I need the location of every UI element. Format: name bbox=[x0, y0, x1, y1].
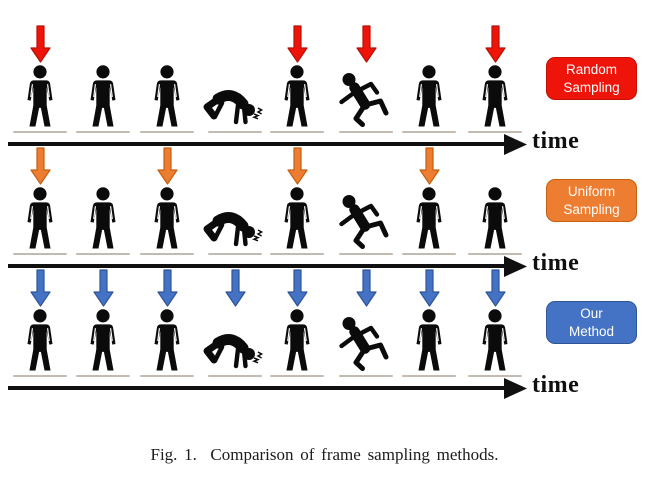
frame-ground-line bbox=[270, 131, 324, 133]
person-standing-icon bbox=[482, 187, 508, 249]
person-standing-icon bbox=[482, 65, 508, 127]
frame-ground-line bbox=[208, 375, 262, 377]
row-our-method: time Our Method bbox=[0, 269, 649, 404]
sample-arrow-icon bbox=[156, 147, 178, 185]
frame-ground-line bbox=[13, 131, 67, 133]
frame-ground-line bbox=[339, 253, 393, 255]
sample-arrow-icon bbox=[29, 25, 51, 63]
person-falling-icon bbox=[339, 317, 389, 371]
frame-ground-line bbox=[140, 131, 194, 133]
method-label-line: Method bbox=[568, 323, 615, 339]
time-axis-arrowhead-icon bbox=[504, 256, 527, 277]
frame-ground-line bbox=[13, 253, 67, 255]
time-axis-label: time bbox=[532, 372, 580, 398]
method-label-line: Random bbox=[565, 62, 618, 78]
frame-ground-line bbox=[339, 375, 393, 377]
method-label-line: Uniform bbox=[567, 184, 616, 200]
frame-ground-line bbox=[76, 375, 130, 377]
person-fallen-icon bbox=[203, 212, 264, 247]
frame-ground-line bbox=[468, 131, 522, 133]
person-standing-icon bbox=[284, 65, 310, 127]
method-label-random-sampling: Random Sampling bbox=[546, 57, 637, 100]
sample-arrow-icon bbox=[355, 269, 377, 307]
sample-arrow-icon bbox=[286, 147, 308, 185]
person-standing-icon bbox=[27, 65, 53, 127]
person-standing-icon bbox=[416, 187, 442, 249]
row-uniform-sampling: time Uniform Sampling bbox=[0, 147, 649, 282]
frame-ground-line bbox=[402, 131, 456, 133]
person-standing-icon bbox=[154, 187, 180, 249]
frame-ground-line bbox=[13, 375, 67, 377]
time-axis-label: time bbox=[532, 250, 580, 276]
sample-arrow-icon bbox=[355, 25, 377, 63]
person-standing-icon bbox=[27, 309, 53, 371]
frame-ground-line bbox=[468, 375, 522, 377]
frame-ground-line bbox=[208, 253, 262, 255]
person-standing-icon bbox=[154, 309, 180, 371]
frame-ground-line bbox=[76, 253, 130, 255]
sample-arrow-icon bbox=[484, 25, 506, 63]
person-standing-icon bbox=[90, 187, 116, 249]
person-standing-icon bbox=[482, 309, 508, 371]
frames-strip bbox=[0, 25, 649, 160]
frame-ground-line bbox=[270, 375, 324, 377]
person-standing-icon bbox=[154, 65, 180, 127]
person-standing-icon bbox=[90, 309, 116, 371]
time-axis-arrowhead-icon bbox=[504, 134, 527, 155]
frames-strip bbox=[0, 147, 649, 282]
sample-arrow-icon bbox=[156, 269, 178, 307]
sample-arrow-icon bbox=[418, 147, 440, 185]
time-axis-label: time bbox=[532, 128, 580, 154]
time-axis-line bbox=[8, 386, 506, 391]
person-falling-icon bbox=[339, 73, 389, 127]
method-label-line: Sampling bbox=[563, 201, 620, 217]
sample-arrow-icon bbox=[224, 269, 246, 307]
frame-ground-line bbox=[468, 253, 522, 255]
time-axis-line bbox=[8, 264, 506, 269]
frame-ground-line bbox=[270, 253, 324, 255]
method-label-uniform-sampling: Uniform Sampling bbox=[546, 179, 637, 222]
frame-ground-line bbox=[339, 131, 393, 133]
method-label-line: Sampling bbox=[563, 79, 620, 95]
frame-ground-line bbox=[140, 375, 194, 377]
person-fallen-icon bbox=[203, 334, 264, 369]
time-axis-line bbox=[8, 142, 506, 147]
sample-arrow-icon bbox=[286, 269, 308, 307]
figure-caption: Fig. 1. Comparison of frame sampling met… bbox=[150, 445, 499, 464]
person-fallen-icon bbox=[203, 90, 264, 125]
frame-ground-line bbox=[76, 131, 130, 133]
frame-ground-line bbox=[402, 375, 456, 377]
person-standing-icon bbox=[416, 65, 442, 127]
person-standing-icon bbox=[284, 309, 310, 371]
method-label-line: Our bbox=[580, 306, 603, 322]
person-falling-icon bbox=[339, 195, 389, 249]
person-standing-icon bbox=[27, 187, 53, 249]
frames-strip bbox=[0, 269, 649, 404]
sample-arrow-icon bbox=[484, 269, 506, 307]
method-label-our-method: Our Method bbox=[546, 301, 637, 344]
time-axis-arrowhead-icon bbox=[504, 378, 527, 399]
sample-arrow-icon bbox=[29, 269, 51, 307]
sample-arrow-icon bbox=[286, 25, 308, 63]
sample-arrow-icon bbox=[92, 269, 114, 307]
frame-ground-line bbox=[402, 253, 456, 255]
frame-ground-line bbox=[140, 253, 194, 255]
sample-arrow-icon bbox=[418, 269, 440, 307]
sample-arrow-icon bbox=[29, 147, 51, 185]
frame-ground-line bbox=[208, 131, 262, 133]
person-standing-icon bbox=[90, 65, 116, 127]
person-standing-icon bbox=[416, 309, 442, 371]
person-standing-icon bbox=[284, 187, 310, 249]
row-random-sampling: time Random Sampling bbox=[0, 25, 649, 160]
